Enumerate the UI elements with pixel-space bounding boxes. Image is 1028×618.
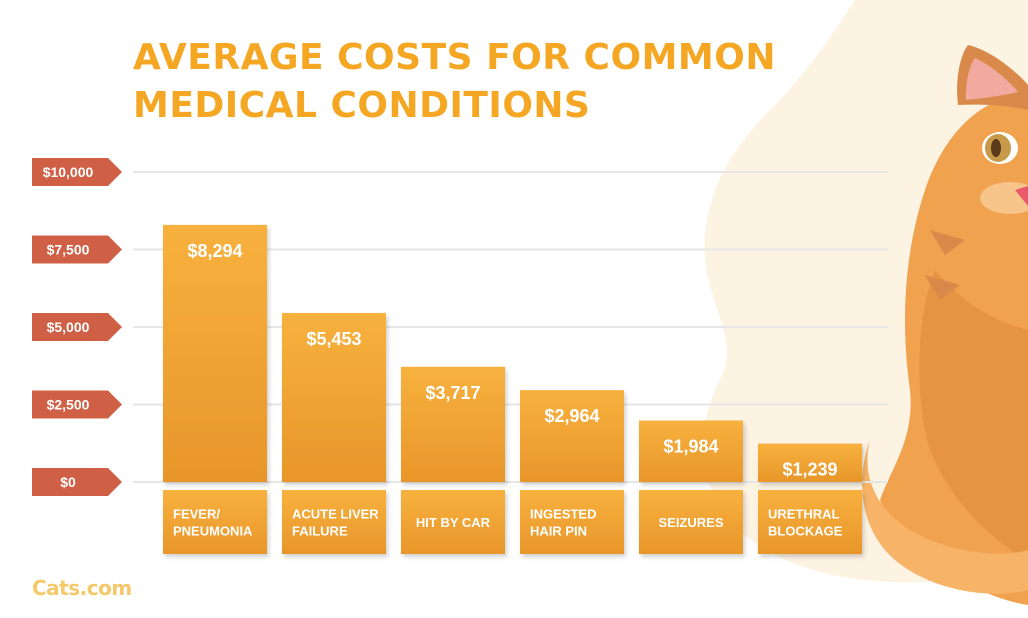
ytick-label: $7,500 [47, 242, 90, 258]
category-label: ACUTE LIVER FAILURE [292, 507, 379, 539]
category-label: HIT BY CAR [416, 515, 491, 530]
category-label: INGESTED HAIR PIN [530, 507, 596, 539]
cat-nose [1015, 186, 1028, 206]
bar-value-label: $1,984 [663, 436, 718, 456]
ytick-label: $5,000 [47, 319, 90, 335]
bar-value-label: $3,717 [425, 383, 480, 403]
brand-logo: Cats.com [32, 576, 132, 600]
ytick-badge [32, 313, 122, 341]
category-box [520, 490, 624, 554]
category-box [163, 490, 267, 554]
category-label: FEVER/PNEUMONIA [173, 507, 253, 539]
ytick-badge [32, 235, 122, 264]
cat-pupil [991, 139, 1001, 157]
bar-value-label: $8,294 [187, 241, 242, 261]
ytick-label: $2,500 [47, 397, 90, 413]
cat-stripe [925, 275, 960, 300]
bar [758, 443, 862, 482]
category-box [758, 490, 862, 554]
ytick-label: $10,000 [43, 164, 94, 180]
category-box [401, 490, 505, 554]
category-box [639, 490, 743, 554]
ytick-badge [32, 390, 122, 419]
bar-value-label: $1,239 [782, 460, 837, 480]
category-labels: FEVER/PNEUMONIA ACUTE LIVER FAILURE HIT BY … [163, 490, 862, 554]
bar [639, 420, 743, 482]
ytick-badge [32, 468, 122, 496]
category-box [282, 490, 386, 554]
bars: $8,294 $5,453 $3,717 $2,964 $1,984 $1,239 [163, 224, 862, 483]
cat-ear-inner [965, 58, 1018, 100]
category-label: SEIZURES [658, 515, 723, 530]
bar-value-label: $5,453 [306, 329, 361, 349]
cat-icon [862, 45, 1028, 605]
cat-tail [862, 440, 1028, 594]
bar-value-label: $2,964 [544, 406, 599, 426]
chart-title: AVERAGE COSTS FOR COMMON MEDICAL CONDITI… [133, 37, 776, 126]
bar [163, 224, 267, 483]
ytick-badge [32, 158, 122, 186]
bar [401, 366, 505, 482]
bar [282, 312, 386, 482]
ytick-label: $0 [60, 474, 76, 490]
cat-chest-shadow [919, 270, 1028, 560]
bar [520, 390, 624, 482]
y-axis-ticks: $0 $2,500 $5,000 $7,500 $10,000 [32, 158, 122, 496]
category-label: URETHRAL BLOCKAGE [768, 507, 843, 539]
cat-stripe [930, 230, 965, 255]
